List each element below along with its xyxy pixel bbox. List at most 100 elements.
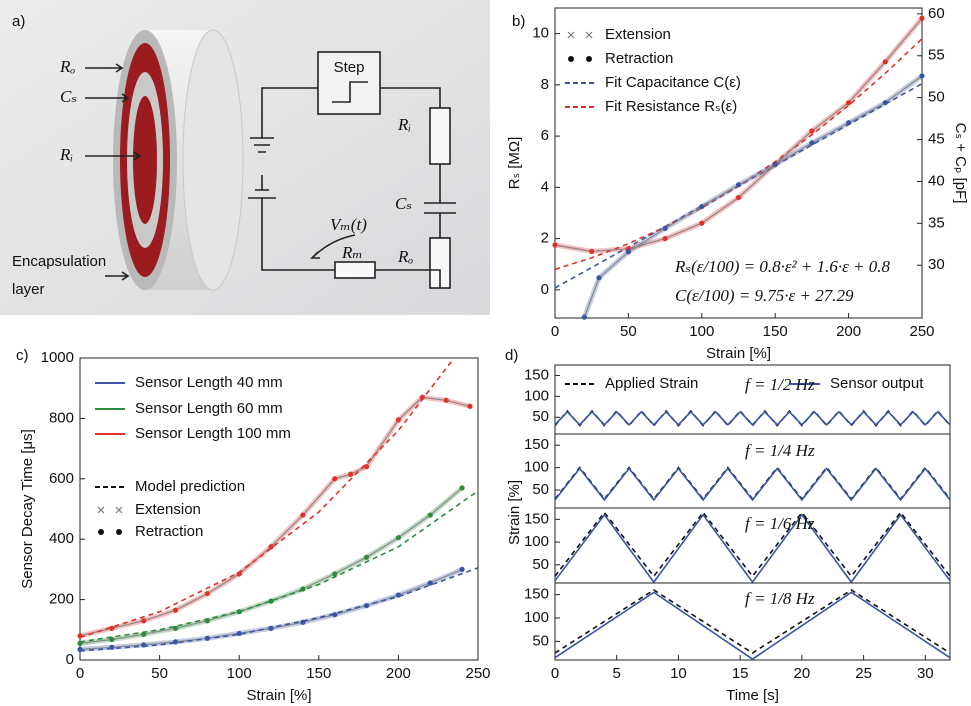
panel-label: a) [12, 13, 25, 30]
legend-label: Sensor output [830, 375, 924, 392]
panel-label: d) [505, 347, 518, 364]
data-point [396, 592, 401, 597]
annotation: f = 1/4 Hz [745, 441, 815, 460]
panel-label: c) [16, 347, 29, 364]
component-label: Rₘ [341, 243, 363, 262]
y-tick-label: 4 [541, 178, 549, 195]
y-tick-label: 1000 [41, 349, 74, 366]
x-tick-label: 150 [306, 665, 331, 682]
data-point [396, 417, 401, 422]
y-tick-label: 6 [541, 127, 549, 144]
data-point [552, 242, 557, 247]
step-label: Step [334, 59, 365, 76]
annotation: C(ε/100) = 9.75·ε + 27.29 [675, 286, 854, 305]
data-point [459, 485, 464, 490]
data-point [626, 249, 631, 254]
component-label: Rₒ [397, 247, 413, 266]
component-label: Rᵢ [397, 115, 411, 134]
data-point [332, 571, 337, 576]
cylinder-back [183, 30, 243, 290]
x-tick-label: 0 [551, 323, 559, 340]
legend-label: Retraction [605, 50, 673, 67]
y-tick-label: 400 [49, 530, 74, 547]
voltage-label: Vₘ(t) [330, 215, 367, 234]
x-tick-label: 250 [465, 665, 490, 682]
layer-label: Rₒ [59, 57, 75, 76]
y-axis-label: Sensor Decay Time [μs] [19, 429, 36, 589]
y-tick-label: 8 [541, 76, 549, 93]
data-point [846, 100, 851, 105]
encapsulation-label: Encapsulation [12, 253, 106, 270]
data-point [883, 100, 888, 105]
data-point [809, 128, 814, 133]
data-point [883, 59, 888, 64]
x-tick-label: 150 [763, 323, 788, 340]
data-point [596, 275, 601, 280]
y2-axis-label: Cₛ + Cₚ [pF] [952, 123, 969, 204]
y-tick-label: 10 [532, 25, 549, 42]
y-tick-label: 200 [49, 591, 74, 608]
legend-marker [568, 56, 574, 62]
legend-label: Model prediction [135, 478, 245, 495]
y-axis-label: Strain [%] [506, 480, 523, 545]
x-tick-label: 100 [227, 665, 252, 682]
data-point [268, 544, 273, 549]
x-tick-label: 200 [386, 665, 411, 682]
y-tick-label: 50 [532, 632, 549, 649]
data-point [582, 315, 587, 320]
y-tick-label: 50 [532, 408, 549, 425]
y2-tick-label: 50 [928, 89, 945, 106]
data-point [773, 162, 778, 167]
legend-marker [98, 507, 104, 513]
y-tick-label: 600 [49, 470, 74, 487]
x-tick-label: 200 [836, 323, 861, 340]
y-tick-label: 100 [524, 533, 549, 550]
data-point [300, 512, 305, 517]
data-point [809, 140, 814, 145]
x-tick-label: 0 [551, 665, 559, 682]
x-axis-label: Strain [%] [246, 687, 311, 704]
legend-label: Sensor Length 100 mm [135, 425, 291, 442]
data-point [736, 195, 741, 200]
data-point [428, 580, 433, 585]
x-tick-label: 15 [732, 665, 749, 682]
figure: a) Rₒ Cₛ Rᵢ Encapsulation layer Step Rᵢ … [0, 0, 971, 706]
legend-marker [98, 529, 104, 535]
legend-label: Applied Strain [605, 375, 698, 392]
data-point [846, 120, 851, 125]
layer-inner-electrode [133, 96, 157, 224]
data-point [205, 591, 210, 596]
x-tick-label: 50 [620, 323, 637, 340]
legend-marker [116, 529, 122, 535]
y-tick-label: 150 [524, 586, 549, 603]
y-axis-label: Rₛ [MΩ] [506, 137, 523, 190]
data-point [332, 476, 337, 481]
legend-marker [568, 32, 574, 38]
data-point [736, 182, 741, 187]
legend-label: Sensor Length 60 mm [135, 400, 283, 417]
data-point [663, 236, 668, 241]
data-point [459, 567, 464, 572]
y-tick-label: 2 [541, 230, 549, 247]
data-point [589, 249, 594, 254]
series-line [555, 468, 950, 499]
encapsulation-label: layer [12, 281, 45, 298]
data-point [173, 608, 178, 613]
x-axis-label: Strain [%] [706, 345, 771, 362]
y-tick-label: 150 [524, 366, 549, 383]
layer-label: Cₛ [60, 87, 77, 106]
y-tick-label: 800 [49, 409, 74, 426]
component-label: Cₛ [395, 194, 412, 213]
data-point [364, 464, 369, 469]
y2-tick-label: 40 [928, 172, 945, 189]
series-line [555, 469, 950, 500]
data-point [467, 404, 472, 409]
legend-label: Extension [135, 501, 201, 518]
data-point [919, 73, 924, 78]
x-tick-label: 25 [855, 665, 872, 682]
y-tick-label: 100 [524, 387, 549, 404]
y2-tick-label: 35 [928, 214, 945, 231]
annotation: f = 1/8 Hz [745, 589, 815, 608]
x-tick-label: 50 [151, 665, 168, 682]
legend-label: Fit Capacitance C(ε) [605, 74, 741, 91]
